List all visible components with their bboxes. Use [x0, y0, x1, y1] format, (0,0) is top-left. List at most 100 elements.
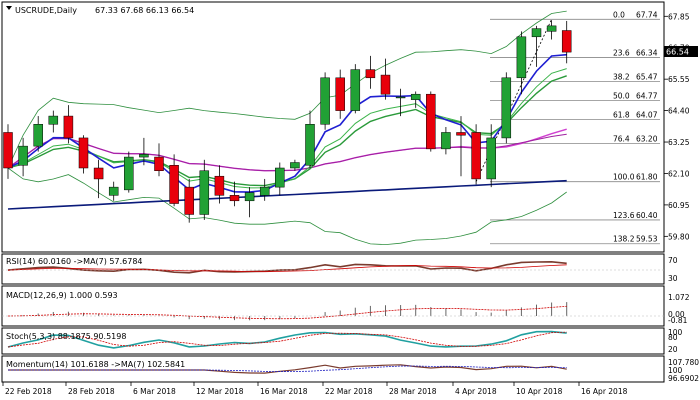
time-tick-label: 22 Mar 2018 — [325, 387, 373, 396]
fib-price-label: 64.77 — [636, 91, 658, 100]
indicator-tick-label: 100 — [668, 366, 683, 375]
fib-price-label: 66.34 — [636, 49, 658, 58]
time-tick-label: 12 Mar 2018 — [196, 387, 244, 396]
time-tick-label: 16 Mar 2018 — [260, 387, 308, 396]
rsi-ma-line — [7, 264, 567, 273]
candle-body — [259, 186, 270, 196]
candle-body — [93, 167, 104, 180]
ohlc-label: 67.33 67.68 66.13 66.54 — [95, 6, 194, 15]
fib-price-label: 67.74 — [636, 10, 658, 19]
candle-body — [290, 162, 300, 169]
macd-label: MACD(12,26,9) 1.000 0.593 — [6, 291, 118, 300]
momentum-panel[interactable] — [1, 355, 665, 383]
time-tick-label: 22 Feb 2018 — [5, 387, 52, 396]
candle-body — [501, 77, 512, 139]
candle-body — [380, 74, 391, 95]
candle-body — [531, 28, 542, 38]
fib-ratio-label: 50.0 — [613, 91, 630, 100]
collapse-triangle-icon — [6, 6, 12, 10]
candlesticks — [3, 20, 572, 223]
macd-panel[interactable] — [1, 285, 665, 327]
candle-body — [3, 132, 13, 169]
fib-price-label: 61.80 — [636, 173, 658, 182]
candle-body — [305, 124, 315, 166]
candle-body — [154, 156, 164, 171]
candle-body — [471, 132, 481, 180]
indicator-tick-label: 1.072 — [668, 293, 690, 302]
lower-band-line — [7, 167, 567, 246]
candle-body — [169, 165, 179, 204]
fib-ratio-label: 123.6 — [613, 211, 635, 220]
indicator-tick-label: 70 — [668, 256, 678, 265]
time-tick-label: 28 Feb 2018 — [68, 387, 115, 396]
main-price-panel[interactable] — [1, 1, 665, 253]
candle-body — [456, 132, 466, 136]
indicator-tick-label: 107.780 — [668, 358, 699, 367]
fib-ratio-label: 23.6 — [613, 49, 630, 58]
fib-price-label: 64.07 — [636, 111, 658, 120]
indicator-tick-label: 96.6902 — [668, 374, 699, 383]
fib-price-label: 60.40 — [636, 211, 658, 220]
candle-body — [516, 36, 527, 79]
price-tick-label: 65.55 — [668, 75, 690, 84]
fib-price-label: 65.47 — [636, 72, 658, 81]
fib-ratio-label: 76.4 — [613, 134, 630, 143]
current-price-value: 66.54 — [666, 48, 689, 57]
ma-navy-line — [7, 179, 567, 210]
candle-body — [320, 77, 330, 125]
price-axis: 67.8566.7065.5564.4063.2562.1060.9559.80… — [664, 12, 699, 383]
fib-ratio-label: 0.0 — [613, 10, 625, 19]
stoch-signal-line — [7, 331, 567, 348]
candle-body — [139, 154, 149, 158]
current-price-tag: 66.54 — [664, 46, 698, 57]
candle-body — [350, 69, 361, 111]
candle-body — [410, 93, 421, 100]
indicator-tick-label: -0.81 — [668, 316, 688, 325]
indicator-tick-label: 30 — [668, 274, 678, 283]
chart-header: USCRUDE,Daily 67.33 67.68 66.13 66.54 — [6, 6, 194, 15]
fib-price-label: 63.20 — [636, 134, 658, 143]
stoch-label: Stoch(5,3,3) 88.1875 90.5198 — [6, 332, 126, 341]
momentum-ma-line — [8, 365, 567, 373]
time-tick-label: 4 Apr 2018 — [455, 387, 497, 396]
fib-price-label: 59.53 — [636, 235, 658, 244]
price-tick-label: 60.95 — [668, 201, 690, 210]
candle-body — [124, 156, 134, 191]
time-tick-label: 10 Apr 2018 — [516, 387, 563, 396]
indicator-tick-label: 20 — [668, 345, 678, 354]
candle-body — [244, 192, 255, 202]
candle-body — [426, 93, 436, 150]
candle-body — [184, 186, 194, 215]
indicator-tick-label: 0.00 — [668, 310, 685, 319]
candle-body — [365, 69, 376, 79]
fib-ratio-label: 138.2 — [613, 235, 635, 244]
price-tick-label: 59.80 — [668, 232, 690, 241]
candle-body — [18, 145, 28, 166]
candle-body — [335, 77, 345, 111]
candle-body — [108, 186, 119, 196]
oscillators — [2, 260, 664, 374]
price-tick-label: 67.85 — [668, 12, 690, 21]
symbol-label: USCRUDE,Daily — [15, 6, 77, 15]
time-tick-label: 6 Mar 2018 — [133, 387, 176, 396]
rsi-label: RSI(14) 60.0160 ->MA(7) 57.6784 — [6, 257, 143, 266]
candle-body — [48, 115, 59, 125]
fibonacci-levels: 0.0 67.74 23.6 66.34 38.2 65.47 50.0 64.77 61.8 6… — [475, 10, 660, 245]
upper-band-line — [7, 10, 567, 169]
candle-body — [561, 30, 572, 53]
candle-body — [78, 137, 89, 169]
candle-body — [441, 132, 451, 150]
candle-body — [275, 167, 285, 188]
price-tick-label: 63.25 — [668, 138, 690, 147]
candle-body — [486, 137, 496, 180]
candle-body — [33, 124, 43, 147]
candle-body — [63, 115, 74, 139]
fib-ratio-label: 61.8 — [613, 111, 630, 120]
candle-body — [395, 96, 406, 99]
candle-body — [199, 170, 210, 215]
price-tick-label: 64.40 — [668, 107, 690, 116]
indicator-tick-label: 100 — [668, 328, 683, 337]
candle-body — [229, 195, 240, 202]
time-tick-label: 16 Apr 2018 — [581, 387, 628, 396]
